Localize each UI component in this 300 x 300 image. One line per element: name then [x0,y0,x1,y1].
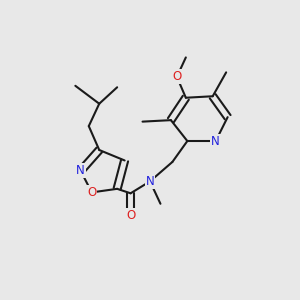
Text: N: N [211,134,220,148]
Text: O: O [172,70,182,83]
Text: N: N [76,164,85,177]
Text: N: N [146,175,154,188]
Text: O: O [87,186,96,199]
Text: O: O [126,209,135,222]
